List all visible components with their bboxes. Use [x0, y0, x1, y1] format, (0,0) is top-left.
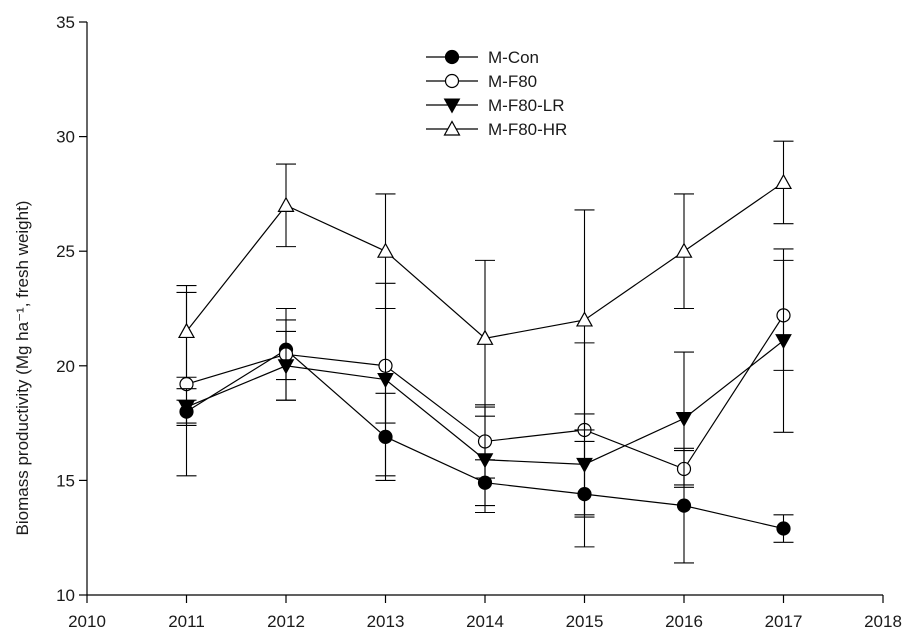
data-point — [774, 173, 793, 190]
legend-marker — [444, 73, 460, 89]
x-tick-label: 2013 — [367, 612, 405, 631]
data-point — [476, 453, 494, 469]
legend-item-m-f80: M-F80 — [426, 72, 537, 91]
data-point — [376, 242, 395, 258]
series-m-f80-lr — [176, 248, 794, 516]
data-point — [675, 242, 693, 258]
data-point — [277, 359, 295, 375]
y-tick-label: 25 — [56, 242, 75, 261]
y-axis-title: Biomass productivity (Mg ha⁻¹, fresh wei… — [13, 201, 32, 536]
legend: M-Con M-F80 M-F80-LR M-F80-HR — [426, 48, 567, 139]
legend-item-m-con: M-Con — [426, 48, 539, 67]
data-point — [575, 311, 594, 327]
legend-label: M-F80 — [488, 72, 537, 91]
y-tick-label: 10 — [56, 586, 75, 605]
legend-marker — [443, 120, 461, 136]
x-tick-label: 2018 — [864, 612, 902, 631]
data-point — [675, 412, 693, 428]
data-point — [775, 334, 792, 350]
y-tick-label: 15 — [56, 471, 75, 490]
y-tick-label: 35 — [56, 13, 75, 32]
x-tick-label: 2011 — [168, 612, 205, 631]
x-tick-label: 2010 — [68, 612, 106, 631]
legend-item-m-f80-lr: M-F80-LR — [426, 96, 565, 115]
legend-item-m-f80-hr: M-F80-HR — [426, 120, 567, 139]
x-tick-label: 2012 — [267, 612, 305, 631]
legend-label: M-F80-LR — [488, 96, 565, 115]
legend-marker — [444, 49, 460, 65]
legend-label: M-Con — [488, 48, 539, 67]
data-point — [776, 521, 791, 536]
data-point — [277, 196, 295, 212]
x-tick-label: 2015 — [566, 612, 604, 631]
y-tick-label: 20 — [56, 357, 75, 376]
x-tick-label: 2017 — [765, 612, 803, 631]
series-layer — [176, 140, 794, 564]
x-tick-label: 2014 — [466, 612, 504, 631]
x-axis-ticks: 2010 2011 2012 2013 2014 2015 2016 2017 2018 — [68, 595, 902, 631]
series-m-f80-hr — [176, 140, 794, 431]
y-axis-ticks: 10 15 20 25 30 35 — [56, 13, 87, 605]
data-point — [178, 400, 195, 416]
data-point — [476, 329, 494, 345]
legend-label: M-F80-HR — [488, 120, 567, 139]
data-point — [676, 498, 692, 513]
legend-marker — [443, 98, 461, 114]
x-tick-label: 2016 — [665, 612, 703, 631]
data-point — [177, 322, 196, 339]
data-point — [576, 457, 593, 473]
y-tick-label: 30 — [56, 128, 75, 147]
data-point — [377, 373, 394, 389]
